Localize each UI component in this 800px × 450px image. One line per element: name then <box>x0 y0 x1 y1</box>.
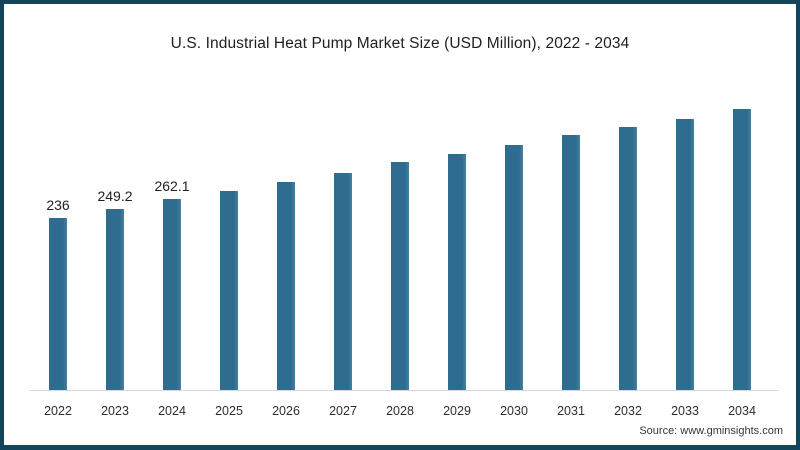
x-axis-line <box>30 390 778 391</box>
bar-2025 <box>220 190 238 390</box>
bar-2030 <box>505 144 523 390</box>
bar-2024 <box>163 199 181 390</box>
bar-2027 <box>334 172 352 390</box>
bar-2026 <box>277 182 295 390</box>
bar-value-label-2022: 236 <box>46 197 70 214</box>
x-tick-label-2033: 2033 <box>671 404 699 418</box>
x-tick-label-2027: 2027 <box>329 404 357 418</box>
bar-value-label-2024: 262.1 <box>154 178 190 195</box>
x-tick-label-2030: 2030 <box>500 404 528 418</box>
x-tick-label-2025: 2025 <box>215 404 243 418</box>
x-tick-label-2032: 2032 <box>614 404 642 418</box>
x-tick-label-2024: 2024 <box>158 404 186 418</box>
x-tick-label-2028: 2028 <box>386 404 414 418</box>
x-tick-label-2034: 2034 <box>728 404 756 418</box>
bar-value-label-2023: 249.2 <box>97 187 133 204</box>
x-tick-label-2026: 2026 <box>272 404 300 418</box>
bar-2032 <box>619 126 637 390</box>
x-tick-label-2023: 2023 <box>101 404 129 418</box>
x-tick-label-2029: 2029 <box>443 404 471 418</box>
bar-2023 <box>106 208 124 390</box>
bar-2029 <box>448 153 466 390</box>
x-tick-label-2031: 2031 <box>557 404 585 418</box>
chart-title: U.S. Industrial Heat Pump Market Size (U… <box>170 35 630 52</box>
bar-2033 <box>676 118 694 390</box>
bar-2034 <box>733 109 751 390</box>
bar-2031 <box>562 134 580 390</box>
bar-2028 <box>391 162 409 390</box>
bar-2022 <box>49 218 67 390</box>
x-tick-label-2022: 2022 <box>44 404 72 418</box>
source-credit: Source: www.gminsights.com <box>639 425 783 437</box>
